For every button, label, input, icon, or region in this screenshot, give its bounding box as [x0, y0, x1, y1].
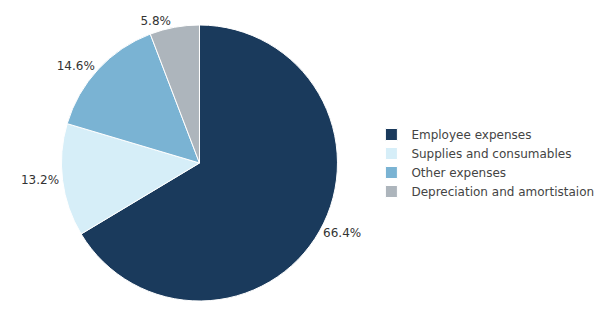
svg-text:Other expenses: Other expenses [411, 166, 506, 180]
svg-text:Employee expenses: Employee expenses [411, 128, 531, 142]
svg-text:13.2%: 13.2% [21, 173, 59, 187]
svg-text:5.8%: 5.8% [140, 14, 171, 28]
svg-text:Depreciation and amortistaion: Depreciation and amortistaion [411, 185, 594, 199]
svg-text:66.4%: 66.4% [323, 226, 361, 240]
svg-text:14.6%: 14.6% [57, 59, 95, 73]
svg-text:Supplies and consumables: Supplies and consumables [411, 147, 571, 161]
